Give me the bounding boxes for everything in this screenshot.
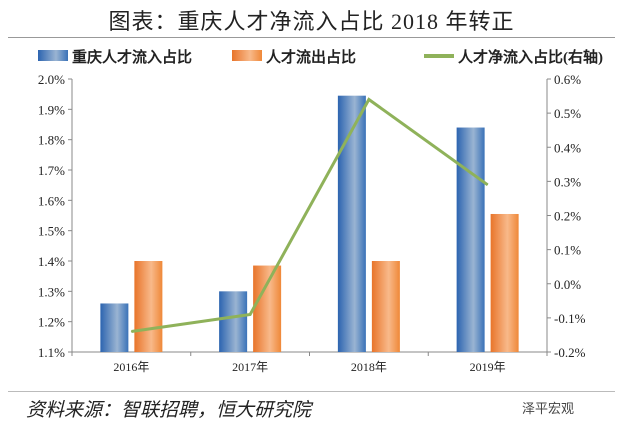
bar-inflow bbox=[100, 303, 129, 352]
left-tick-label: 2.0% bbox=[38, 72, 65, 87]
net-inflow-point bbox=[130, 331, 132, 333]
net-inflow-line bbox=[131, 97, 489, 334]
source-note: 资料来源：智联招聘，恒大研究院 bbox=[26, 400, 312, 421]
bar-inflow bbox=[456, 127, 485, 353]
legend-label: 人才流出占比 bbox=[266, 48, 356, 66]
right-tick-label: 0.6% bbox=[554, 72, 581, 87]
bar-outflow bbox=[134, 261, 163, 352]
right-tick-label: 0.2% bbox=[554, 209, 581, 224]
legend-swatch bbox=[38, 50, 68, 61]
legend-swatch bbox=[232, 50, 262, 61]
net-inflow-point bbox=[487, 184, 489, 186]
right-tick-label: 0.5% bbox=[554, 106, 581, 121]
x-tick-label: 2016年 bbox=[113, 360, 149, 374]
bar-outflow bbox=[371, 261, 400, 352]
right-tick-label: -0.1% bbox=[554, 311, 586, 326]
chart-svg: 重庆人才流入占比 人才流出占比 人才净流入占比(右轴) 1.1% 1.2% 1.3% 1.… bbox=[38, 48, 603, 374]
net-inflow-point bbox=[249, 313, 251, 315]
bar-inflow bbox=[337, 95, 366, 352]
left-tick-label: 1.4% bbox=[38, 254, 65, 269]
legend: 重庆人才流入占比 人才流出占比 人才净流入占比(右轴) bbox=[38, 48, 603, 66]
source-divider bbox=[8, 391, 615, 392]
right-tick-label: 0.1% bbox=[554, 243, 581, 258]
legend-label: 重庆人才流入占比 bbox=[72, 48, 192, 66]
bar-inflow bbox=[219, 291, 248, 352]
x-tick-label: 2019年 bbox=[470, 360, 506, 374]
right-tick-label: 0.3% bbox=[554, 174, 581, 189]
right-tick-label: -0.2% bbox=[554, 345, 586, 360]
legend-label: 人才净流入占比(右轴) bbox=[458, 48, 603, 66]
left-tick-label: 1.2% bbox=[38, 315, 65, 330]
net-inflow-point bbox=[368, 98, 370, 100]
left-tick-label: 1.8% bbox=[38, 133, 65, 148]
left-tick-label: 1.7% bbox=[38, 163, 65, 178]
title-divider bbox=[8, 37, 615, 38]
chart-title: 图表：重庆人才净流入占比 2018 年转正 bbox=[108, 9, 515, 34]
left-tick-label: 1.1% bbox=[38, 345, 65, 360]
left-tick-label: 1.9% bbox=[38, 102, 65, 117]
x-tick-label: 2017年 bbox=[232, 360, 268, 374]
bar-outflow bbox=[490, 213, 519, 352]
left-tick-label: 1.5% bbox=[38, 224, 65, 239]
right-tick-label: 0.0% bbox=[554, 277, 581, 292]
watermark: 泽平宏观 bbox=[522, 402, 575, 417]
bar-outflow bbox=[253, 265, 282, 352]
left-tick-label: 1.3% bbox=[38, 284, 65, 299]
right-tick-label: 0.4% bbox=[554, 140, 581, 155]
left-tick-label: 1.6% bbox=[38, 193, 65, 208]
x-tick-label: 2018年 bbox=[351, 360, 387, 374]
